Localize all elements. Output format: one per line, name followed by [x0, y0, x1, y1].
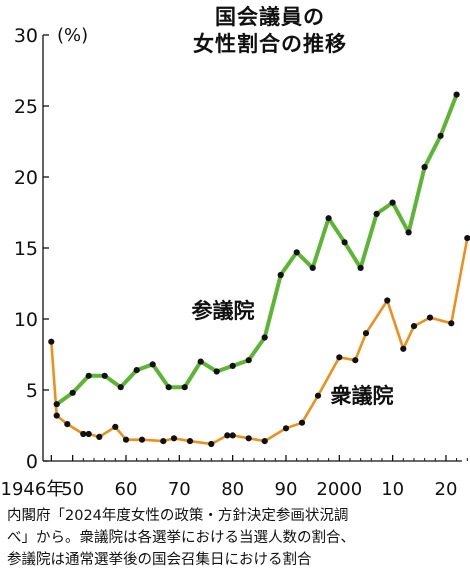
data-point-shugiin — [80, 430, 87, 438]
series-lines — [50, 92, 469, 446]
data-point-sangiin — [133, 367, 140, 374]
data-point-sangiin — [165, 384, 172, 391]
data-point-sangiin — [117, 384, 124, 391]
data-point-sangiin — [181, 384, 188, 391]
data-point-shugiin — [410, 323, 418, 330]
series-line-sangiin — [54, 92, 459, 407]
series-label-shugiin: 衆議院 — [331, 384, 394, 408]
series-markers — [48, 91, 470, 448]
data-point-sangiin — [453, 91, 460, 98]
data-point-sangiin — [197, 358, 204, 365]
data-point-sangiin — [69, 389, 76, 396]
data-point-sangiin — [325, 215, 332, 222]
x-tick-label: 90 — [275, 479, 298, 500]
x-tick-label: 2000 — [316, 479, 362, 500]
data-point-sangiin — [85, 372, 92, 379]
data-point-sangiin — [421, 164, 428, 171]
data-point-shugiin — [298, 419, 306, 426]
data-point-shugiin — [448, 320, 455, 327]
y-tick-label: 30 — [14, 25, 38, 47]
y-tick-label: 0 — [26, 451, 38, 473]
series-label-sangiin: 参議院 — [192, 299, 255, 323]
data-point-sangiin — [149, 361, 156, 368]
data-point-shugiin — [426, 314, 434, 321]
data-point-sangiin — [437, 132, 444, 139]
data-point-sangiin — [101, 372, 108, 379]
source-note-line-1: 内閣府「2024年度女性の政策・方針決定参画状況調 — [7, 508, 349, 524]
x-tick-label: 10 — [381, 479, 404, 500]
data-point-sangiin — [389, 199, 396, 206]
x-tick-label: 70 — [168, 479, 191, 500]
data-point-sangiin — [373, 210, 380, 217]
data-point-sangiin — [213, 368, 220, 375]
data-point-shugiin — [160, 438, 167, 445]
data-point-shugiin — [362, 330, 370, 337]
data-point-shugiin — [170, 435, 178, 442]
data-point-sangiin — [245, 357, 252, 364]
data-point-shugiin — [245, 435, 252, 442]
chart-title: 国会議員の 女性割合の推移 — [150, 4, 390, 58]
chart-title-line-1: 国会議員の — [215, 5, 325, 29]
data-point-sangiin — [357, 264, 364, 271]
x-tick-label: 50 — [61, 479, 84, 500]
data-point-shugiin — [64, 421, 71, 428]
y-tick-label: 15 — [14, 238, 38, 260]
source-note: 内閣府「2024年度女性の政策・方針決定参画状況調 べ」から。衆議院は各選挙にお… — [7, 505, 467, 571]
data-point-sangiin — [293, 249, 300, 256]
data-point-shugiin — [48, 338, 55, 345]
data-point-shugiin — [186, 438, 194, 445]
data-point-shugiin — [122, 436, 130, 443]
data-point-shugiin — [400, 345, 407, 352]
x-tick-label: 60 — [115, 479, 138, 500]
data-point-shugiin — [464, 235, 470, 242]
data-point-sangiin — [53, 401, 60, 408]
x-tick-label: 20 — [435, 479, 458, 500]
x-tick-label: 1946年 — [1, 479, 65, 500]
source-note-line-2: べ」から。衆議院は各選挙における当選人数の割合、 — [7, 530, 355, 546]
data-point-shugiin — [224, 432, 231, 439]
data-point-sangiin — [229, 362, 236, 369]
data-point-shugiin — [282, 425, 290, 432]
data-point-shugiin — [53, 412, 60, 419]
data-point-sangiin — [309, 264, 316, 271]
data-point-shugiin — [229, 432, 236, 439]
data-point-sangiin — [261, 334, 268, 341]
data-point-sangiin — [277, 271, 284, 279]
y-unit-label: (%) — [57, 25, 88, 46]
data-point-sangiin — [405, 229, 412, 236]
y-tick-label: 10 — [14, 309, 38, 331]
data-point-shugiin — [384, 297, 391, 304]
y-tick-label: 20 — [14, 167, 38, 189]
data-point-shugiin — [138, 436, 146, 443]
data-point-shugiin — [85, 430, 92, 438]
data-point-shugiin — [314, 392, 322, 399]
data-point-shugiin — [112, 423, 119, 430]
y-tick-label: 25 — [14, 96, 38, 118]
data-point-shugiin — [352, 357, 359, 364]
y-tick-label: 5 — [26, 380, 38, 402]
x-tick-label: 80 — [221, 479, 244, 500]
data-point-shugiin — [261, 438, 268, 445]
data-point-shugiin — [96, 433, 103, 440]
source-note-line-3: 参議院は通常選挙後の国会召集日における割合 — [7, 552, 312, 568]
series-line-shugiin — [50, 236, 469, 446]
data-point-shugiin — [208, 440, 215, 448]
chart-title-line-2: 女性割合の推移 — [193, 32, 347, 56]
data-point-sangiin — [341, 239, 348, 246]
data-point-shugiin — [336, 354, 343, 361]
